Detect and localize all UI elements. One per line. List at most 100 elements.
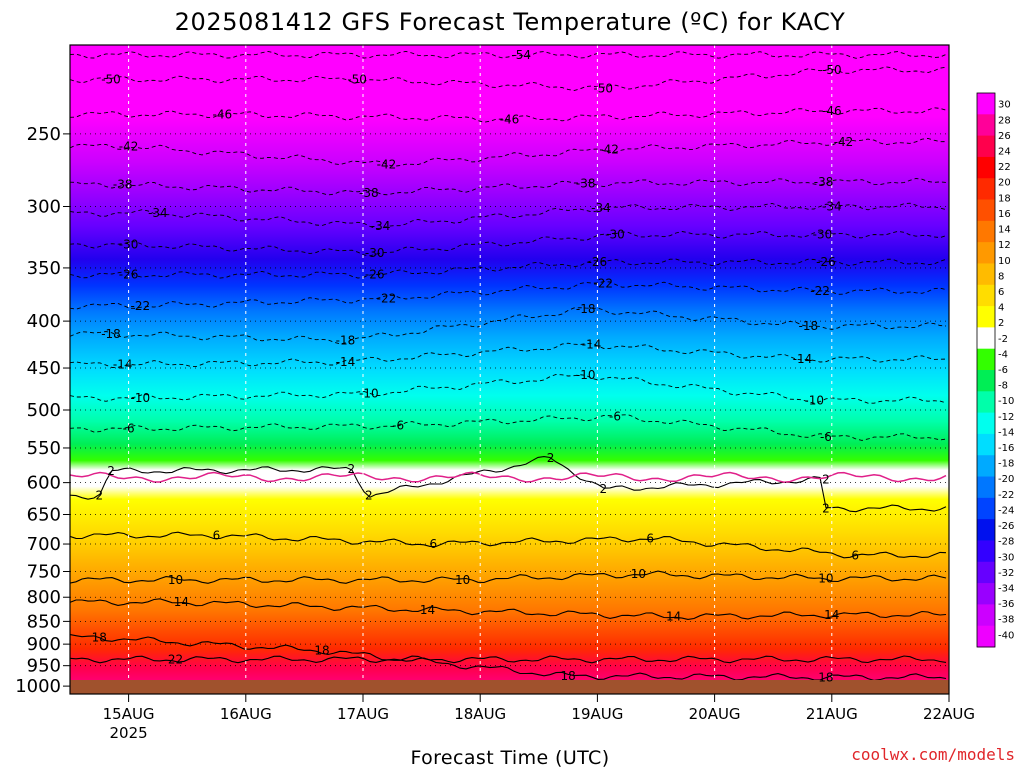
contour-line xyxy=(70,634,947,681)
contour-line xyxy=(70,50,947,59)
freezing-line xyxy=(70,471,947,483)
contour-labels: -54 -50 -50 -50 -50 -46 -46 -46 -42 -42 -42 -42 -38 -… xyxy=(92,48,859,684)
contour-label: 10 xyxy=(631,567,646,581)
colorbar-tick-label: 16 xyxy=(998,209,1011,220)
contour-label: -50 xyxy=(347,72,367,86)
contour-label: -30 xyxy=(813,228,833,242)
contour-line xyxy=(70,66,947,91)
colorbar-swatch xyxy=(977,114,995,137)
contour-label: 18 xyxy=(314,644,329,658)
contour-label: -30 xyxy=(365,246,385,260)
contour-label: -22 xyxy=(377,292,397,306)
colorbar-tick-label: -30 xyxy=(998,552,1014,563)
contour-label: 18 xyxy=(92,630,107,644)
contour-label: -18 xyxy=(799,319,819,333)
contour-line xyxy=(70,281,947,310)
contour-label: -22 xyxy=(593,277,613,291)
contour-label: -34 xyxy=(148,206,168,220)
contour-label: 6 xyxy=(646,531,654,545)
colorbar-tick-label: 26 xyxy=(998,131,1011,142)
contour-lines xyxy=(70,50,947,681)
contour-line xyxy=(70,373,947,404)
contour-line xyxy=(70,138,947,167)
credit-label: coolwx.com/models xyxy=(851,745,1015,764)
contour-label: -26 xyxy=(816,255,836,269)
contour-label: -6 xyxy=(609,409,621,423)
contour-label: -38 xyxy=(113,178,133,192)
x-tick-label: 15AUG xyxy=(103,705,155,723)
contour-label: -10 xyxy=(804,393,824,407)
colorbar-tick-label: -24 xyxy=(998,505,1014,516)
colorbar-swatch xyxy=(977,497,995,520)
colorbar-tick-label: -14 xyxy=(998,427,1014,438)
contour-label: 14 xyxy=(666,610,681,624)
contour-label: -6 xyxy=(123,422,135,436)
y-tick-label: 850 xyxy=(27,611,61,632)
x-axis-label: Forecast Time (UTC) xyxy=(410,747,609,768)
contour-label: -38 xyxy=(814,175,834,189)
colorbar-tick-label: 28 xyxy=(998,115,1011,126)
colorbar-tick-label: -18 xyxy=(998,459,1014,470)
colorbar-swatch xyxy=(977,327,995,350)
contour-label: -38 xyxy=(576,176,596,190)
contour-label: -46 xyxy=(500,112,520,126)
colorbar-swatch xyxy=(977,178,995,201)
colorbar-swatch xyxy=(977,519,995,541)
colorbar-tick-label: -4 xyxy=(998,349,1008,360)
contour-label: -30 xyxy=(119,237,139,251)
y-tick-label: 900 xyxy=(27,634,61,655)
contour-line xyxy=(70,230,947,257)
y-tick-label: 350 xyxy=(27,258,61,279)
colorbar-tick-label: -20 xyxy=(998,474,1014,485)
x-tick-label: 18AUG xyxy=(454,705,506,723)
colorbar-tick-label: -32 xyxy=(998,568,1014,579)
ground-band xyxy=(70,680,949,694)
colorbar-swatch xyxy=(977,540,995,563)
contour-label: -6 xyxy=(820,430,832,444)
contour-line xyxy=(70,414,947,441)
colorbar-swatch xyxy=(977,455,995,478)
colorbar-swatch xyxy=(977,433,995,456)
y-tick-label: 650 xyxy=(27,505,61,526)
colorbar-swatch xyxy=(977,604,995,627)
contour-label: -50 xyxy=(822,63,842,77)
grid-lines xyxy=(70,45,949,694)
colorbar-tick-label: -2 xyxy=(998,334,1008,345)
contour-label: 14 xyxy=(420,603,435,617)
colorbar-swatch xyxy=(977,561,995,584)
contour-label: 2 xyxy=(365,489,373,503)
colorbar-tick-label: -8 xyxy=(998,381,1008,392)
y-tick-label: 700 xyxy=(27,534,61,555)
contour-label: -18 xyxy=(336,334,356,348)
y-axis: 2503003504004505005506006507007508008509… xyxy=(15,124,70,697)
contour-label: -18 xyxy=(101,327,121,341)
y-tick-label: 550 xyxy=(27,438,61,459)
contour-label: 22 xyxy=(168,652,183,666)
colorbar-frame xyxy=(976,92,996,648)
colorbar-tick-label: 24 xyxy=(998,147,1011,158)
colorbar-tick-label: 6 xyxy=(998,287,1004,298)
contour-label: 14 xyxy=(174,595,189,609)
contour-label: 2 xyxy=(107,464,115,478)
contour-line xyxy=(70,570,947,584)
contour-label: -26 xyxy=(588,255,608,269)
y-tick-label: 600 xyxy=(27,473,61,494)
colorbar-swatch xyxy=(977,370,995,392)
y-tick-label: 800 xyxy=(27,587,61,608)
contour-label: 14 xyxy=(824,608,839,622)
contour-label: 10 xyxy=(455,573,470,587)
colorbar-tick-label: -26 xyxy=(998,521,1014,532)
colorbar-swatch xyxy=(977,306,995,328)
chart-title: 2025081412 GFS Forecast Temperature (ºC)… xyxy=(175,8,846,36)
colorbar-swatch xyxy=(977,135,995,158)
contour-label: -34 xyxy=(591,201,611,215)
contour-label: -22 xyxy=(131,299,151,313)
contour-label: -46 xyxy=(213,107,233,121)
contour-line xyxy=(70,307,947,345)
x-tick-label: 19AUG xyxy=(571,705,623,723)
colorbar-tick-label: -22 xyxy=(998,490,1014,501)
contour-label: 18 xyxy=(818,670,833,684)
contour-line xyxy=(70,107,947,123)
contour-line xyxy=(70,178,947,196)
